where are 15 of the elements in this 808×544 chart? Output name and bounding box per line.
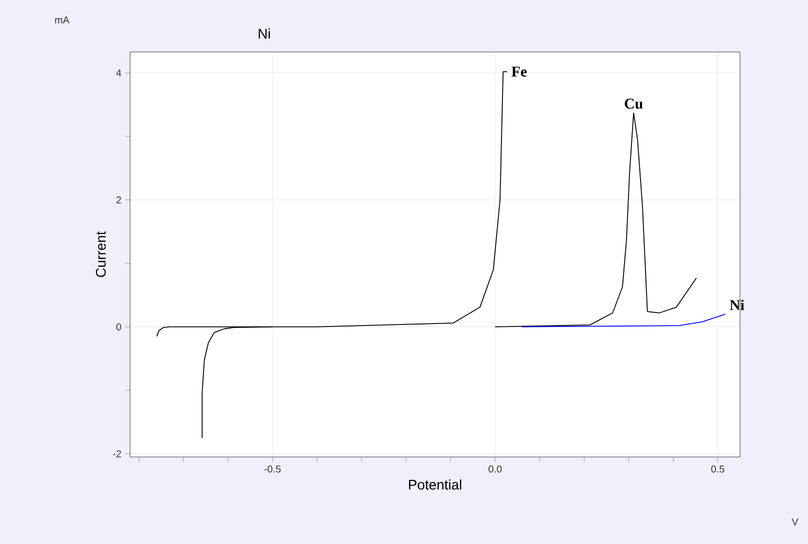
x-tick-label: 0.5: [711, 466, 724, 473]
y-tick-label: 0: [116, 323, 122, 330]
y-axis-title: Current: [96, 231, 106, 278]
x-tick-label: -0.5: [264, 466, 281, 473]
x-tick-label: 0.0: [488, 466, 502, 473]
text: V: [792, 518, 798, 526]
text: mA: [55, 16, 70, 24]
y-tick-label: 2: [116, 196, 121, 204]
chart-title: Ni: [258, 28, 270, 38]
annotation: Ni: [730, 300, 744, 310]
x-axis-title: Potential: [409, 479, 462, 490]
annotation: Cu: [624, 98, 643, 109]
annotation: Fe: [512, 66, 527, 77]
y-tick-label: -2: [113, 450, 121, 458]
y-tick-label: 4: [116, 70, 122, 76]
